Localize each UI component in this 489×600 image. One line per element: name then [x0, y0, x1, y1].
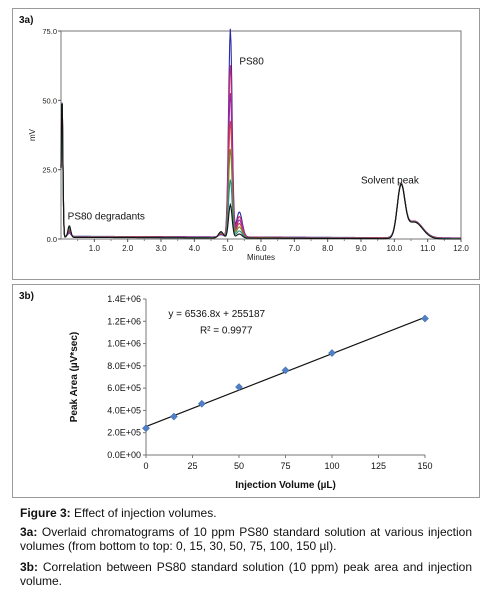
figure-caption: Figure 3: Effect of injection volumes. [20, 506, 472, 520]
y-tick-label: 1.2E+06 [107, 316, 141, 326]
x-tick-label: 2.0 [122, 244, 134, 253]
trendline-equation: y = 6536.8x + 255187 [168, 309, 265, 320]
y-tick-label: 1.4E+06 [107, 294, 141, 304]
panel-label-a: 3a) [19, 15, 34, 26]
x-tick-label: 25 [187, 461, 197, 471]
data-point [142, 424, 150, 433]
y-tick-label: 50.0 [42, 96, 57, 105]
x-tick-label: 11.0 [420, 244, 436, 253]
y-tick-label: 0.0 [47, 235, 57, 244]
x-tick-label: 125 [371, 461, 386, 471]
caption-3a-label: 3a: [20, 525, 38, 539]
y-tick-label: 8.0E+05 [107, 361, 141, 371]
x-tick-label: 9.0 [355, 244, 367, 253]
x-tick-label: 8.0 [322, 244, 334, 253]
correlation-panel: 3b) 0.0E+00 2.0E+05 4.0E+05 6.0E+05 8.0E+05 1… [12, 284, 480, 498]
x-axis-label: Minutes [247, 253, 275, 262]
annotation-ps80: PS80 [239, 56, 264, 67]
x-tick-label: 1.0 [89, 244, 101, 253]
y-axis-label: Peak Area (µV*sec) [69, 332, 80, 422]
caption-3a: 3a: Overlaid chromatograms of 10 ppm PS8… [20, 525, 472, 553]
x-tick-label: 150 [417, 461, 432, 471]
data-point [169, 412, 178, 421]
caption-3b: 3b: Correlation between PS80 standard so… [20, 560, 472, 588]
annotation-degradants: PS80 degradants [68, 212, 145, 223]
x-tick-label: 0 [143, 461, 148, 471]
correlation-chart: 0.0E+00 2.0E+05 4.0E+05 6.0E+05 8.0E+05 1.0E+… [69, 294, 433, 491]
y-tick-label: 1.0E+06 [107, 339, 141, 349]
annotation-solvent-peak: Solvent peak [361, 176, 420, 187]
x-tick-label: 50 [234, 461, 244, 471]
x-tick-label: 75 [280, 461, 290, 471]
y-tick-label: 6.0E+05 [107, 383, 141, 393]
y-tick-label: 2.0E+05 [107, 428, 141, 438]
x-axis-label: Injection Volume (µL) [235, 480, 336, 491]
y-tick-label: 4.0E+05 [107, 405, 141, 415]
y-tick-label: 0.0E+00 [107, 450, 141, 460]
data-point [328, 349, 336, 357]
data-point [281, 366, 290, 375]
y-axis-label: mV [28, 128, 37, 141]
caption-3a-text: Overlaid chromatograms of 10 ppm PS80 st… [20, 525, 472, 553]
data-point [421, 314, 429, 323]
chromatogram-trace [60, 103, 461, 240]
chromatogram-panel: 3a) 1.0 2.0 3.0 4.0 5.0 6.0 7.0 8.0 9.0 10.0 11.0 1… [12, 8, 480, 280]
x-tick-label: 6.0 [255, 244, 267, 253]
x-tick-label: 4.0 [189, 244, 201, 253]
panel-label-b: 3b) [19, 291, 34, 302]
figure-title: Effect of injection volumes. [70, 506, 217, 520]
y-tick-label: 75.0 [42, 27, 57, 36]
caption-3b-label: 3b: [20, 560, 38, 574]
data-point [197, 399, 206, 408]
y-tick-label: 25.0 [42, 166, 57, 175]
x-tick-label: 10.0 [387, 244, 403, 253]
x-tick-label: 5.0 [222, 244, 234, 253]
chromatogram-chart: 1.0 2.0 3.0 4.0 5.0 6.0 7.0 8.0 9.0 10.0 11.0 12.0 0… [28, 27, 469, 262]
caption-3b-text: Correlation between PS80 standard soluti… [20, 560, 472, 588]
data-point [235, 383, 243, 391]
x-tick-label: 3.0 [155, 244, 167, 253]
x-tick-label: 12.0 [453, 244, 469, 253]
x-tick-label: 7.0 [289, 244, 301, 253]
r-squared-label: R² = 0.9977 [200, 326, 253, 337]
figure-label: Figure 3: [20, 506, 71, 520]
x-tick-label: 100 [324, 461, 339, 471]
